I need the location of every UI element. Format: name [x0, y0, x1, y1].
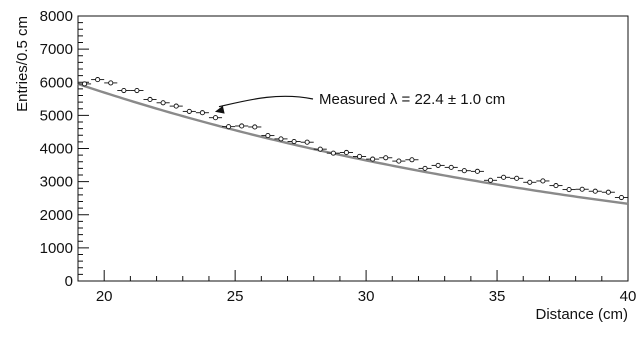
fit-curve [77, 82, 629, 206]
data-point [566, 187, 572, 193]
data-point [147, 96, 153, 103]
data-point [396, 158, 402, 164]
x-tick-label: 35 [489, 288, 506, 305]
data-point [134, 87, 140, 94]
data-point [383, 155, 389, 161]
data-points [78, 77, 628, 201]
y-tick-label: 6000 [40, 74, 73, 91]
y-tick-label: 5000 [40, 107, 73, 124]
y-tick-label: 2000 [40, 207, 73, 224]
data-point [514, 175, 520, 181]
data-point [422, 165, 428, 171]
data-point [605, 189, 611, 195]
data-point [291, 138, 297, 145]
data-point [173, 103, 179, 109]
data-point [487, 177, 494, 183]
y-axis-title: Entries/0.5 cm [14, 16, 31, 112]
y-tick-label: 4000 [40, 141, 73, 158]
data-point [239, 123, 245, 129]
x-tick-label: 20 [96, 288, 113, 305]
data-point [540, 178, 546, 184]
annotation-arrowhead [214, 105, 225, 114]
y-tick-label: 0 [65, 273, 73, 290]
data-point [265, 133, 271, 139]
fit-curve-group [77, 82, 629, 206]
axes [77, 15, 629, 282]
annotation: Measured λ = 22.4 ± 1.0 cm [214, 91, 505, 114]
x-axis-title: Distance (cm) [535, 306, 628, 323]
data-point [212, 115, 219, 121]
data-point [186, 108, 192, 114]
y-tick-label: 7000 [40, 41, 73, 58]
data-point [304, 139, 310, 145]
x-tick-label: 40 [620, 288, 637, 305]
data-point [160, 100, 166, 106]
data-point [527, 179, 533, 185]
data-point [553, 183, 559, 189]
annotation-text: Measured λ = 22.4 ± 1.0 cm [319, 91, 505, 108]
data-point [81, 81, 88, 87]
data-point [592, 188, 598, 194]
annotation-arrow [218, 95, 314, 108]
data-point [461, 168, 467, 174]
data-point [579, 186, 585, 192]
data-point [330, 150, 336, 156]
x-tick-label: 25 [227, 288, 244, 305]
data-point [435, 162, 441, 168]
data-point [618, 194, 625, 201]
x-tick-label: 30 [358, 288, 375, 305]
plot-frame [77, 15, 629, 282]
data-point [474, 168, 480, 174]
data-point [356, 153, 363, 159]
data-point [252, 124, 258, 130]
y-tick-label: 1000 [40, 240, 73, 257]
data-point [370, 156, 376, 162]
data-point [409, 157, 415, 163]
data-point [199, 110, 205, 116]
data-point [343, 149, 350, 156]
data-point [108, 80, 114, 86]
data-point [278, 136, 284, 142]
data-point [448, 164, 454, 170]
data-point [95, 77, 101, 83]
y-tick-label: 8000 [40, 8, 73, 25]
data-point [226, 124, 232, 130]
axis-ticks: 0 1000 2000 3000 4000 5000 6000 7000 8000 20 25 30 3… [40, 8, 637, 305]
data-point [317, 146, 323, 152]
y-tick-label: 3000 [40, 174, 73, 191]
data-point [121, 87, 127, 94]
data-point [501, 174, 507, 180]
